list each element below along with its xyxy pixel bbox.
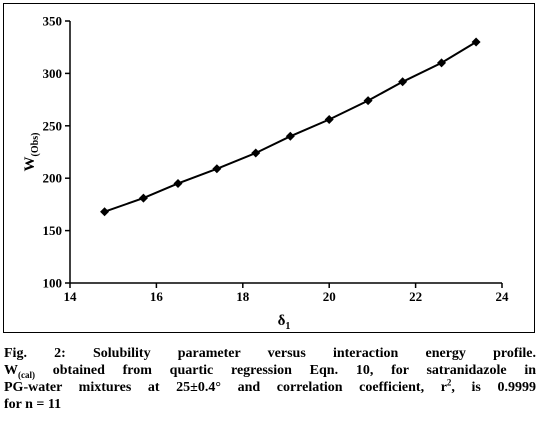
x-tick-label: 20	[323, 289, 336, 304]
x-tick-label: 16	[150, 289, 164, 304]
data-point	[251, 148, 261, 158]
x-tick-label: 24	[496, 289, 510, 304]
y-tick-label: 250	[43, 118, 63, 133]
data-point	[324, 115, 334, 125]
caption-line-2: W(cal) obtained from quartic regression …	[4, 363, 536, 380]
markers	[100, 37, 481, 217]
y-tick-label: 300	[43, 66, 63, 81]
data-point	[173, 178, 183, 188]
y-tick-label: 200	[43, 171, 63, 186]
x-tick-label: 22	[409, 289, 422, 304]
series-line	[104, 41, 477, 213]
data-point	[363, 96, 373, 106]
data-point	[437, 58, 447, 68]
data-point	[471, 37, 481, 47]
y-ticks: 100 150 200 250 300 350	[43, 14, 70, 291]
caption-line-1: Fig. 2: Solubility parameter versus inte…	[4, 346, 536, 361]
y-tick-label: 100	[43, 276, 63, 291]
chart: 14 16 18 20 22 24 100 150 200 250 300 350 δ1 W(Obs…	[22, 14, 510, 333]
x-tick-label: 14	[64, 289, 78, 304]
caption-line-4: for n = 11	[4, 397, 62, 412]
data-point	[100, 207, 110, 217]
data-point	[285, 131, 295, 141]
chart-frame	[3, 3, 535, 333]
x-axis-title: δ1	[278, 313, 291, 332]
data-point	[138, 193, 148, 203]
x-tick-label: 18	[236, 289, 250, 304]
y-axis-title: W(Obs)	[22, 133, 41, 172]
data-point	[398, 77, 408, 87]
axes	[69, 21, 502, 284]
data-point	[212, 164, 222, 174]
y-tick-label: 150	[43, 223, 63, 238]
x-ticks: 14 16 18 20 22 24	[64, 283, 510, 304]
caption-line-3: PG-water mixtures at 25±0.4° and correla…	[4, 377, 536, 395]
y-tick-label: 350	[43, 14, 63, 29]
figure-caption: Fig. 2: Solubility parameter versus inte…	[4, 345, 536, 413]
